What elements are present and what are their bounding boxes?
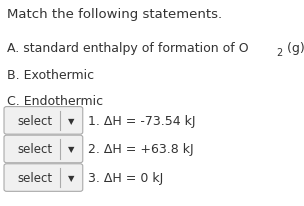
- Text: 3. ΔH = 0 kJ: 3. ΔH = 0 kJ: [88, 171, 163, 184]
- FancyBboxPatch shape: [4, 164, 83, 191]
- Text: Match the following statements.: Match the following statements.: [7, 7, 222, 20]
- Text: C. Endothermic: C. Endothermic: [7, 95, 103, 108]
- Text: ▼: ▼: [68, 145, 75, 154]
- Text: 2. ΔH = +63.8 kJ: 2. ΔH = +63.8 kJ: [88, 143, 194, 156]
- Text: 2: 2: [276, 48, 282, 58]
- Text: 1. ΔH = -73.54 kJ: 1. ΔH = -73.54 kJ: [88, 114, 195, 127]
- Text: ▼: ▼: [68, 173, 75, 182]
- FancyBboxPatch shape: [4, 136, 83, 163]
- Text: select: select: [17, 114, 52, 127]
- Text: select: select: [17, 171, 52, 184]
- FancyBboxPatch shape: [4, 107, 83, 135]
- Text: B. Exothermic: B. Exothermic: [7, 68, 94, 81]
- Text: ▼: ▼: [68, 116, 75, 125]
- Text: select: select: [17, 143, 52, 156]
- Text: A. standard enthalpy of formation of O: A. standard enthalpy of formation of O: [7, 42, 248, 55]
- Text: (g): (g): [283, 42, 304, 55]
